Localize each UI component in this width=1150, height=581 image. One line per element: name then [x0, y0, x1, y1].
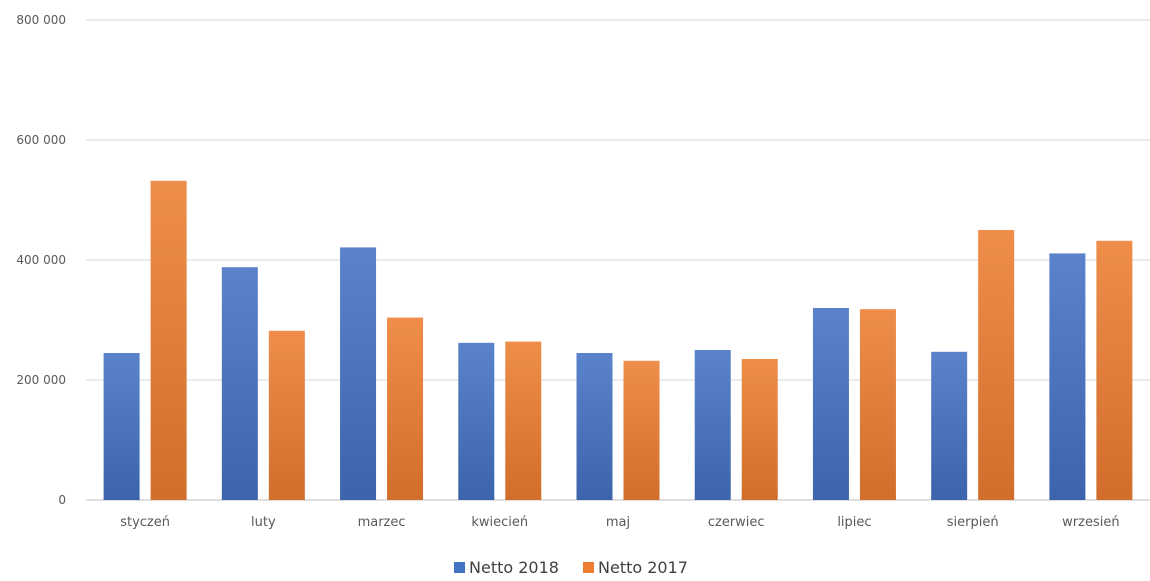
- y-tick-label: 200 000: [16, 373, 66, 387]
- x-tick-label: wrzesień: [1062, 515, 1119, 530]
- bar-netto-2018-8: [1049, 253, 1086, 500]
- bar-netto-2017-3: [505, 341, 542, 500]
- x-tick-label: maj: [606, 515, 630, 530]
- gridlines: [86, 19, 1150, 501]
- y-tick-label: 600 000: [16, 133, 66, 147]
- legend-item: Netto 2018: [454, 558, 559, 577]
- x-tick-label: luty: [251, 515, 276, 530]
- bar-netto-2017-0: [150, 180, 187, 501]
- bar-netto-2018-0: [103, 353, 140, 500]
- y-axis-ticks: 0 200 000 400 000 600 000 800 000: [16, 13, 66, 507]
- x-tick-label: czerwiec: [708, 515, 765, 530]
- bar-netto-2017-8: [1096, 240, 1133, 501]
- legend: Netto 2018 Netto 2017: [454, 558, 688, 577]
- bar-netto-2017-7: [978, 230, 1015, 500]
- bar-netto-2018-3: [458, 342, 495, 500]
- x-tick-label: kwiecień: [471, 515, 528, 530]
- legend-label: Netto 2017: [598, 558, 688, 577]
- x-tick-label: lipiec: [837, 515, 871, 530]
- bar-netto-2017-2: [387, 317, 424, 500]
- bar-netto-2017-6: [859, 309, 896, 500]
- x-tick-label: marzec: [358, 515, 406, 530]
- legend-item: Netto 2017: [583, 558, 688, 577]
- legend-swatch: [583, 562, 594, 573]
- y-tick-label: 800 000: [16, 13, 66, 27]
- bar-netto-2018-4: [576, 353, 613, 500]
- x-tick-label: styczeń: [120, 515, 170, 530]
- bar-netto-2018-6: [812, 308, 849, 500]
- bar-netto-2018-2: [340, 247, 377, 500]
- x-axis-ticks: styczeń luty marzec kwiecień maj czerwiec lipi…: [120, 515, 1119, 530]
- y-tick-label: 400 000: [16, 253, 66, 267]
- bar-netto-2018-7: [931, 351, 968, 500]
- legend-swatch: [454, 562, 465, 573]
- bar-netto-2017-1: [268, 330, 305, 500]
- bar-netto-2018-1: [221, 267, 258, 500]
- x-tick-label: sierpień: [947, 515, 999, 530]
- bar-netto-2018-5: [694, 350, 731, 500]
- y-tick-label: 0: [58, 493, 66, 507]
- bars: [103, 180, 1133, 501]
- bar-netto-2017-4: [623, 360, 660, 500]
- legend-label: Netto 2018: [469, 558, 559, 577]
- bar-netto-2017-5: [741, 359, 778, 500]
